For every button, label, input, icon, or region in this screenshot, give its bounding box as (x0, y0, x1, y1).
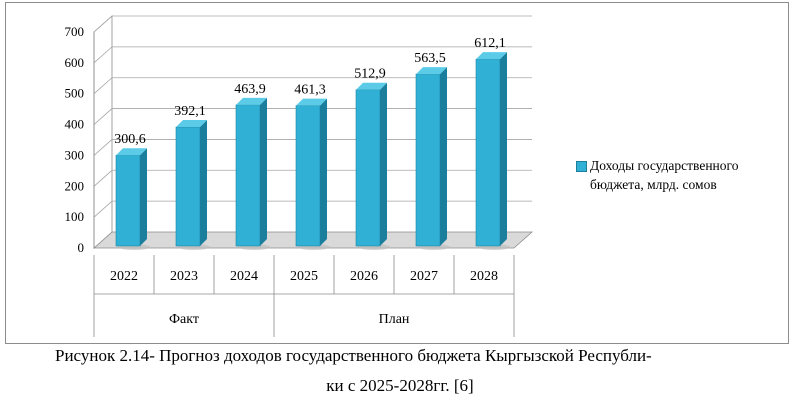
bar (355, 89, 381, 247)
bar-side (500, 52, 507, 246)
chart-frame: 0 100 200 300 400 500 600 700 300,6 392,1 463,9 461… (5, 2, 789, 344)
gridline (93, 169, 532, 187)
data-label: 461,3 (294, 83, 326, 98)
x-tick-label: 2023 (170, 269, 198, 284)
bar-side (320, 98, 327, 246)
bar (475, 58, 501, 247)
y-tick-label: 300 (65, 147, 85, 162)
bar-side (380, 82, 387, 247)
data-label: 512,9 (354, 67, 386, 82)
gridline (93, 200, 532, 218)
bar-side (260, 97, 267, 246)
gridline (93, 77, 532, 95)
data-label: 563,5 (414, 51, 446, 66)
data-label: 463,9 (234, 82, 266, 97)
bar (235, 104, 261, 247)
y-tick-label: 600 (65, 55, 85, 70)
bar (415, 73, 441, 247)
bar-chart: 0 100 200 300 400 500 600 700 300,6 392,1 463,9 461… (65, 15, 534, 337)
bar-top (476, 52, 507, 60)
y-tick-label: 100 (65, 209, 85, 224)
y-tick-label: 400 (65, 117, 85, 132)
bar-side (440, 67, 447, 247)
data-label: 300,6 (114, 132, 146, 147)
bar-top (116, 148, 147, 156)
bar-top (296, 98, 327, 106)
y-tick-label: 200 (65, 178, 85, 193)
bar (115, 154, 141, 247)
data-label: 392,1 (174, 104, 206, 119)
group-label: План (379, 312, 410, 327)
side-wall (93, 15, 113, 249)
bar-top (236, 97, 267, 105)
y-tick-label: 0 (78, 240, 85, 255)
data-label: 612,1 (474, 36, 506, 51)
y-tick-label: 500 (65, 86, 85, 101)
figure-caption-line-2: ки с 2025-2028гг. [6] (326, 376, 474, 395)
y-tick-label: 700 (65, 24, 85, 39)
bar (175, 126, 201, 247)
bar-side (140, 148, 147, 246)
gridline (93, 15, 532, 33)
bar-side (200, 120, 207, 246)
legend-line-2: бюджета, млрд. сомов (590, 177, 717, 192)
bar-top (416, 67, 447, 75)
legend-label: Доходы государственного бюджета, млрд. с… (590, 156, 790, 194)
bar-top (356, 82, 387, 90)
legend-line-1: Доходы государственного (590, 158, 739, 173)
group-label: Факт (169, 312, 199, 327)
gridline (93, 46, 532, 64)
x-tick-label: 2027 (410, 269, 438, 284)
figure-caption-line-1: Рисунок 2.14- Прогноз доходов государств… (55, 346, 652, 365)
legend-swatch (576, 161, 587, 172)
bar-top (176, 120, 207, 128)
x-tick-label: 2025 (290, 269, 318, 284)
gridline (93, 108, 532, 125)
x-tick-label: 2028 (470, 269, 498, 284)
gridline (93, 139, 532, 156)
x-tick-label: 2022 (110, 269, 138, 284)
x-tick-label: 2024 (230, 269, 258, 284)
bar (295, 105, 321, 247)
x-tick-label: 2026 (350, 269, 378, 284)
